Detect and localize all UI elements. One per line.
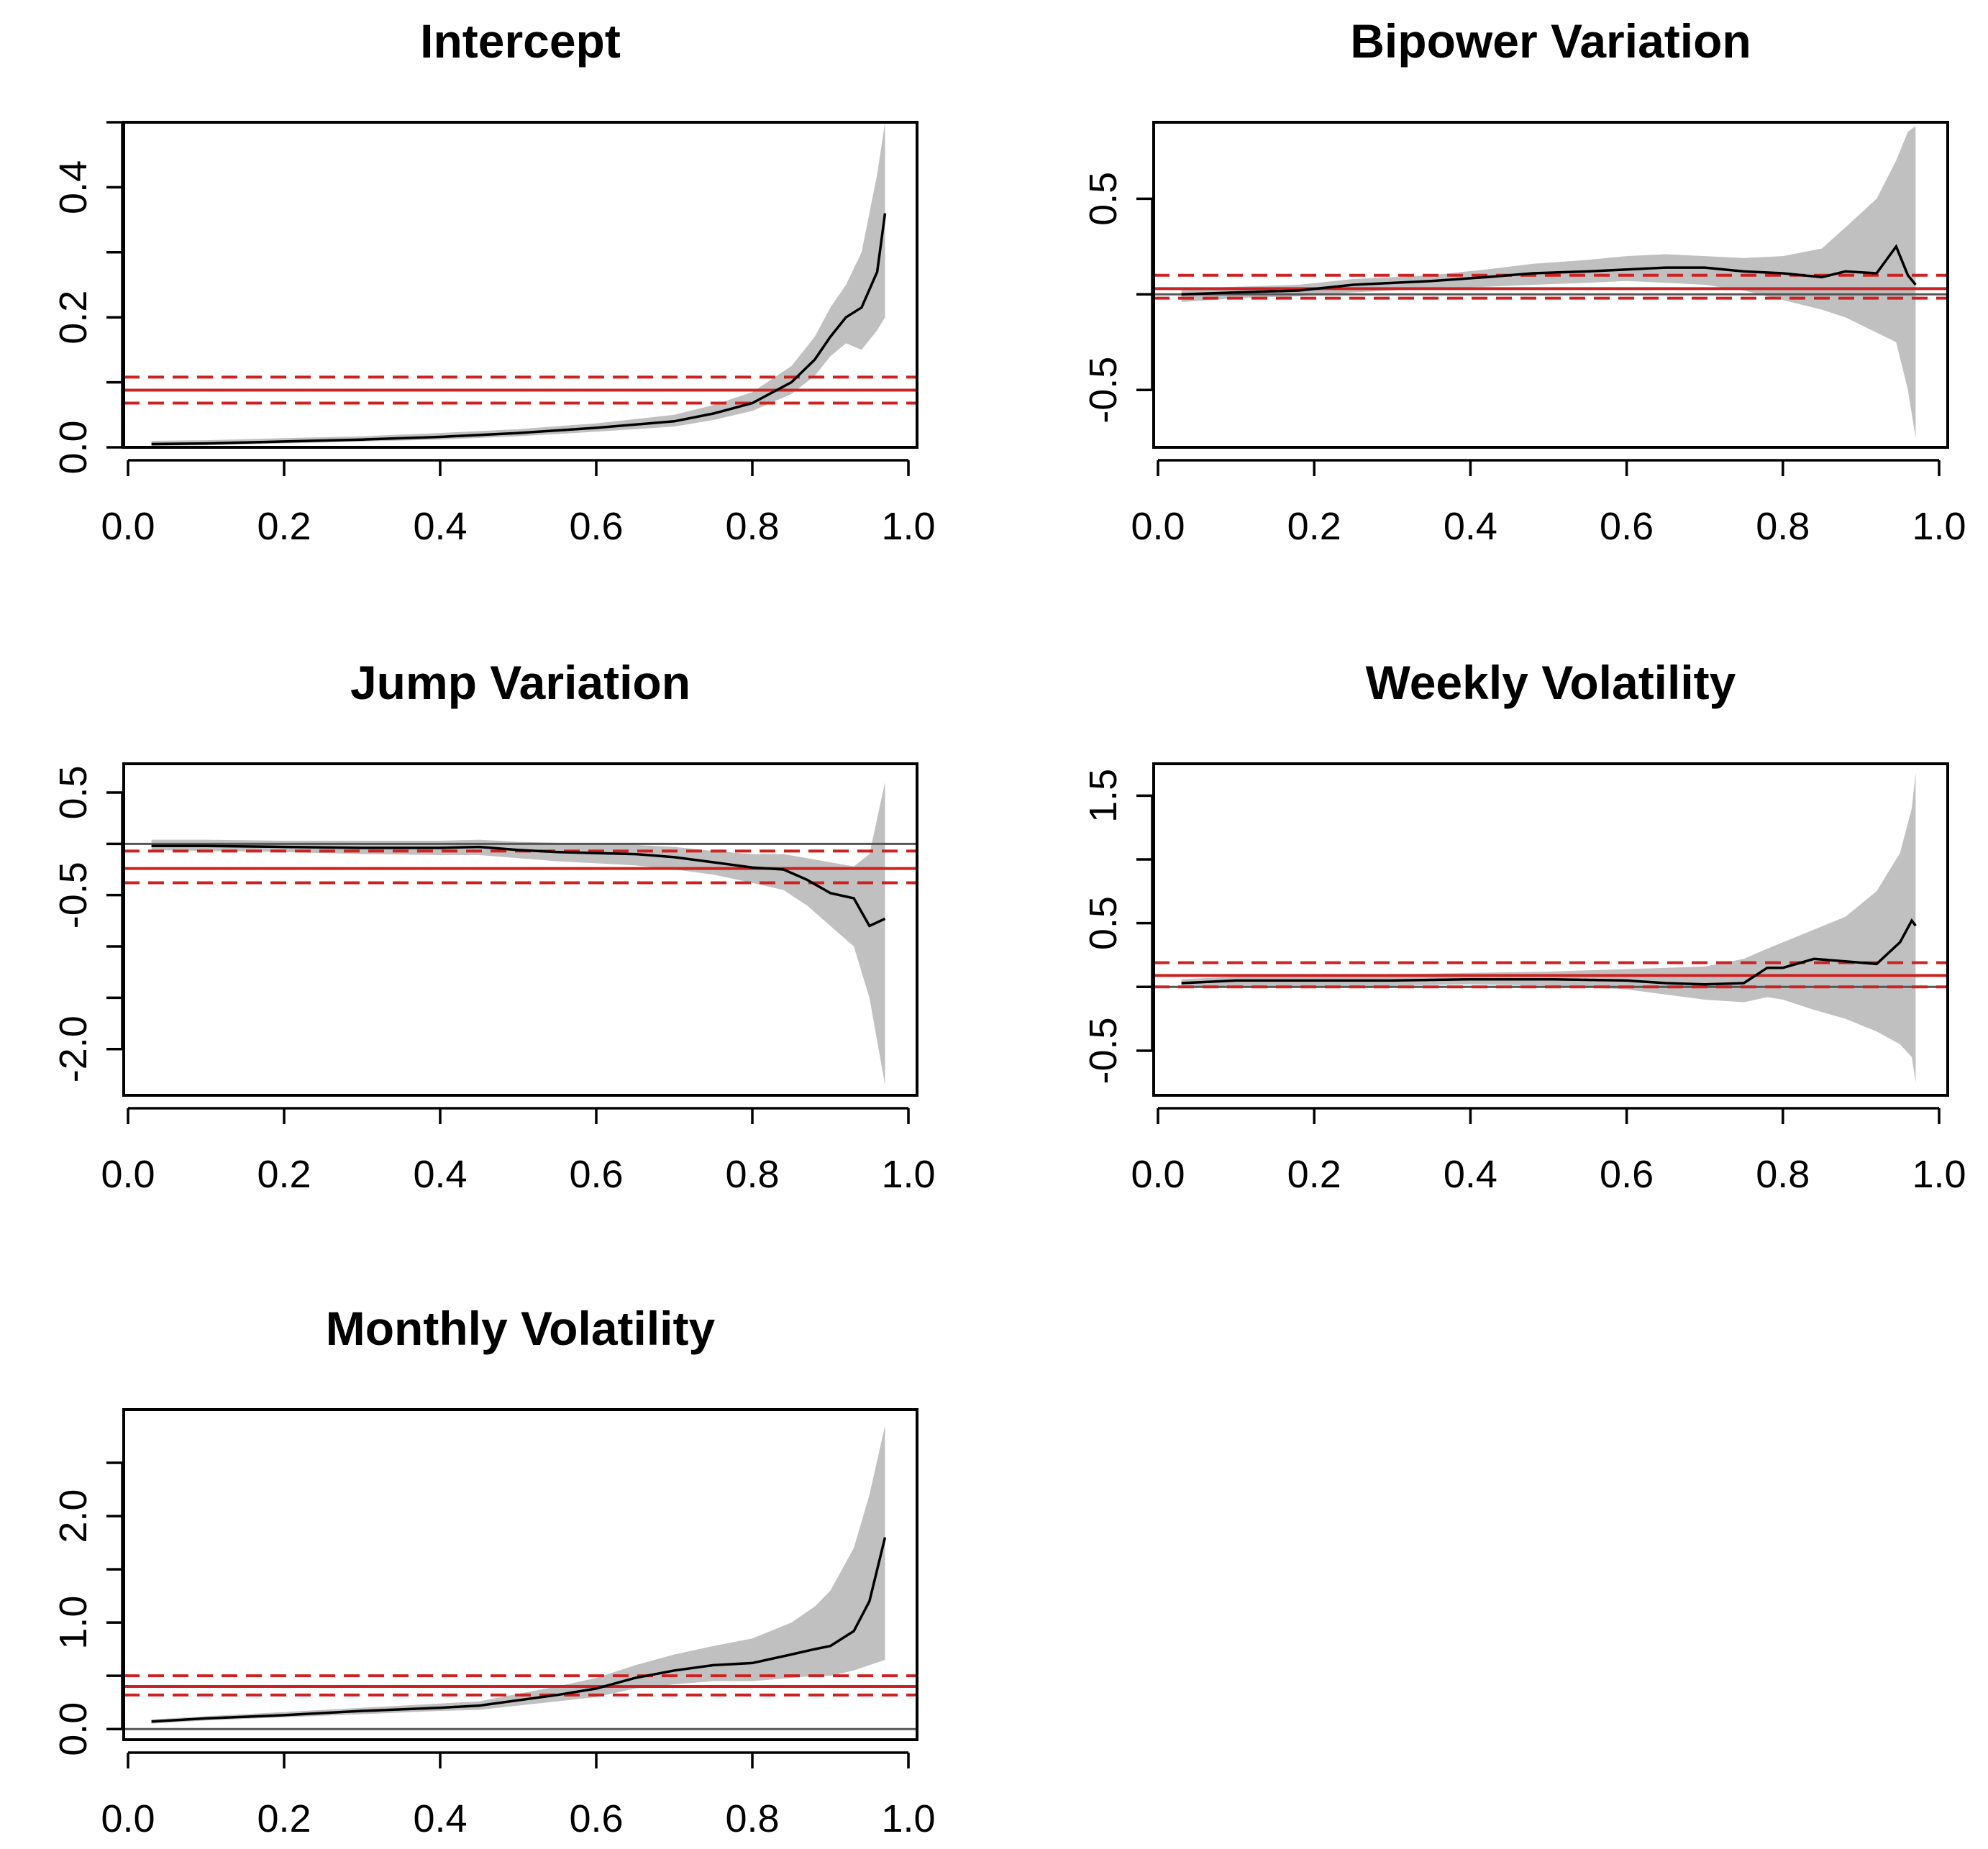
plot-content bbox=[124, 782, 917, 1085]
plot-frame bbox=[122, 121, 918, 449]
panel-title: Weekly Volatility bbox=[1366, 656, 1736, 709]
y-tick-label: 1.0 bbox=[52, 1596, 95, 1650]
x-tick-label: 0.8 bbox=[1756, 1153, 1810, 1196]
x-tick-label: 0.4 bbox=[413, 505, 467, 548]
x-tick-label: 0.2 bbox=[257, 1153, 311, 1196]
panel-jump-variation: Jump Variation 0.0 0.2 0.4 0.6 0.8 1.0 -2.0 -0.… bbox=[52, 656, 936, 1196]
x-axis: 0.0 0.2 0.4 0.6 0.8 1.0 bbox=[101, 1751, 936, 1840]
confidence-band bbox=[151, 1425, 885, 1724]
y-tick-label: 0.2 bbox=[52, 291, 95, 344]
quantile-estimate-line bbox=[1181, 918, 1917, 986]
x-axis: 0.0 0.2 0.4 0.6 0.8 1.0 bbox=[101, 459, 936, 548]
confidence-band bbox=[1181, 772, 1916, 1083]
x-tick-label: 0.0 bbox=[1131, 505, 1185, 548]
y-tick-label: 0.5 bbox=[1082, 896, 1125, 950]
panel-bipower-variation: Bipower Variation 0.0 0.2 0.4 0.6 0.8 1.0 -0.5… bbox=[1082, 14, 1966, 548]
x-tick-label: 0.8 bbox=[725, 1153, 779, 1196]
x-tick-label: 1.0 bbox=[1912, 1153, 1966, 1196]
y-axis: -2.0 -0.5 0.5 bbox=[52, 765, 124, 1082]
x-tick-label: 0.0 bbox=[101, 505, 155, 548]
x-tick-label: 0.6 bbox=[569, 1153, 623, 1196]
y-tick-label: -0.5 bbox=[1082, 1017, 1125, 1084]
y-axis: -0.5 0.5 1.5 bbox=[1082, 769, 1154, 1084]
y-axis: 0.0 0.2 0.4 bbox=[52, 121, 124, 475]
plot-frame bbox=[1152, 762, 1949, 1097]
x-axis: 0.0 0.2 0.4 0.6 0.8 1.0 bbox=[101, 1107, 936, 1196]
confidence-band bbox=[151, 782, 885, 1085]
y-tick-label: -0.5 bbox=[52, 862, 95, 928]
plot-frame bbox=[122, 762, 918, 1097]
x-tick-label: 0.0 bbox=[1131, 1153, 1185, 1196]
x-tick-label: 0.2 bbox=[1287, 1153, 1341, 1196]
plot-area bbox=[122, 121, 918, 449]
x-tick-label: 0.8 bbox=[725, 505, 779, 548]
quantile-estimate-line bbox=[151, 1537, 887, 1723]
panel-title: Monthly Volatility bbox=[326, 1302, 716, 1355]
x-tick-label: 0.4 bbox=[1444, 1153, 1497, 1196]
panel-monthly-volatility: Monthly Volatility 0.0 0.2 0.4 0.6 0.8 1.00.0… bbox=[52, 1302, 936, 1840]
x-tick-label: 1.0 bbox=[1912, 505, 1966, 548]
panel-title: Intercept bbox=[420, 14, 621, 68]
x-tick-label: 0.6 bbox=[1600, 1153, 1654, 1196]
x-tick-label: 1.0 bbox=[881, 1153, 935, 1196]
x-tick-label: 1.0 bbox=[881, 1797, 935, 1840]
x-tick-label: 0.6 bbox=[1600, 505, 1654, 548]
x-axis: 0.0 0.2 0.4 0.6 0.8 1.0 bbox=[1131, 459, 1966, 548]
quantile-estimate-line bbox=[151, 844, 886, 928]
y-tick-label: 0.5 bbox=[1082, 172, 1125, 226]
y-tick-label: -2.0 bbox=[52, 1015, 95, 1082]
plot-frame bbox=[1152, 121, 1949, 449]
x-tick-label: 0.4 bbox=[1444, 505, 1497, 548]
y-tick-label: 0.0 bbox=[52, 1702, 95, 1756]
plot-area bbox=[122, 1408, 918, 1741]
y-axis: -0.5 0.5 bbox=[1082, 172, 1154, 424]
y-tick-label: 0.4 bbox=[52, 160, 95, 214]
panel-title: Jump Variation bbox=[350, 656, 690, 709]
panel-title: Bipower Variation bbox=[1350, 14, 1751, 68]
x-tick-label: 1.0 bbox=[881, 505, 935, 548]
y-tick-label: -0.5 bbox=[1082, 357, 1125, 424]
plot-frame bbox=[122, 1408, 918, 1741]
x-tick-label: 0.2 bbox=[257, 505, 311, 548]
x-tick-label: 0.8 bbox=[725, 1797, 779, 1840]
x-tick-label: 0.0 bbox=[101, 1797, 155, 1840]
plot-content bbox=[1154, 126, 1948, 438]
x-tick-label: 0.4 bbox=[413, 1797, 467, 1840]
plot-content bbox=[1154, 772, 1948, 1083]
x-tick-label: 0.8 bbox=[1756, 505, 1810, 548]
y-tick-label: 2.0 bbox=[52, 1489, 95, 1543]
x-tick-label: 0.2 bbox=[257, 1797, 311, 1840]
plot-area bbox=[1152, 121, 1949, 449]
confidence-band bbox=[151, 122, 885, 447]
confidence-band bbox=[1181, 126, 1916, 438]
y-axis: 0.0 1.0 2.0 bbox=[52, 1461, 124, 1756]
plot-area bbox=[1152, 762, 1949, 1097]
quantile-estimate-line bbox=[151, 213, 887, 446]
x-tick-label: 0.2 bbox=[1287, 505, 1341, 548]
y-tick-label: 1.5 bbox=[1082, 769, 1125, 823]
x-tick-label: 0.0 bbox=[101, 1153, 155, 1196]
x-tick-label: 0.6 bbox=[569, 1797, 623, 1840]
plot-content bbox=[124, 1425, 917, 1730]
plot-area bbox=[122, 762, 918, 1097]
x-tick-label: 0.4 bbox=[413, 1153, 467, 1196]
panel-weekly-volatility: Weekly Volatility 0.0 0.2 0.4 0.6 0.8 1.0 -0.5… bbox=[1082, 656, 1966, 1196]
x-tick-label: 0.6 bbox=[569, 505, 623, 548]
plot-content bbox=[124, 122, 917, 447]
quantile-estimate-line bbox=[1181, 244, 1917, 296]
y-tick-label: 0.5 bbox=[52, 765, 95, 819]
y-tick-label: 0.0 bbox=[52, 420, 95, 474]
panel-intercept: Intercept 0.0 0.2 0.4 0.6 0.8 1.0 0.0 0.2 0.4 bbox=[52, 14, 936, 548]
x-axis: 0.0 0.2 0.4 0.6 0.8 1.0 bbox=[1131, 1107, 1966, 1196]
